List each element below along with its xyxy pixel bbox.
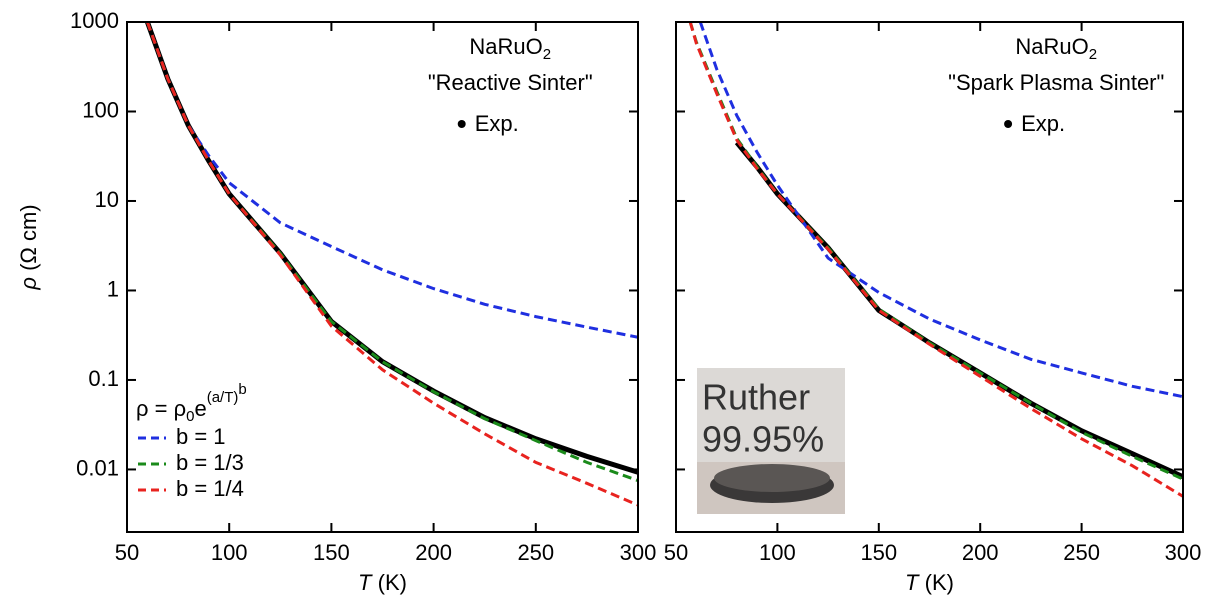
- fit-line: [145, 22, 638, 483]
- sample-method: "Reactive Sinter": [428, 70, 593, 95]
- plot-frame: [126, 21, 639, 533]
- y-tick-label: 1000: [70, 8, 119, 33]
- inset-text: 99.95%: [702, 419, 824, 460]
- y-axis-unit: (Ω cm): [16, 204, 41, 271]
- compound-subscript: 2: [543, 46, 551, 63]
- x-tick-label: 150: [313, 540, 350, 565]
- x-tick-label: 300: [1165, 540, 1202, 565]
- fit-line: [688, 22, 1183, 498]
- plot-frame: [675, 21, 1184, 533]
- legend-label: b = 1/3: [176, 450, 244, 475]
- x-tick-label: 100: [211, 540, 248, 565]
- x-tick-label: 150: [860, 540, 897, 565]
- legend-title: ρ = ρ0e(a/T)b: [136, 381, 247, 425]
- panel: 50 100 150 200 250 300 0.01 0.1 1 10 100 1000 NaRuO2…: [16, 8, 657, 595]
- sample-method: "Spark Plasma Sinter": [948, 70, 1164, 95]
- x-tick-label: 250: [1063, 540, 1100, 565]
- legend-label: Exp.: [475, 111, 519, 136]
- pellet-top: [714, 464, 830, 492]
- x-tick-label: 50: [115, 540, 139, 565]
- compound-subscript: 2: [1089, 46, 1097, 63]
- x-tick-label: 50: [664, 540, 688, 565]
- y-tick-label: 0.1: [88, 366, 119, 391]
- sample-name: NaRuO2: [1015, 34, 1097, 63]
- legend-marker: [457, 120, 466, 128]
- x-tick-label: 250: [517, 540, 554, 565]
- compound: NaRuO: [1015, 34, 1088, 59]
- x-tick-label: 300: [620, 540, 657, 565]
- x-axis-unit: (K): [378, 570, 407, 595]
- legend-title-sub: 0: [186, 408, 194, 425]
- fit-line: [688, 22, 1183, 481]
- legend-label: Exp.: [1021, 111, 1065, 136]
- x-tick-label: 100: [759, 540, 796, 565]
- legend-label: b = 1: [176, 424, 226, 449]
- y-tick-label: 0.01: [76, 455, 119, 480]
- legend-title-lhs: ρ = ρ: [136, 396, 186, 421]
- x-axis-label: T (K): [905, 570, 954, 595]
- x-axis-symbol: T: [358, 570, 373, 595]
- legend-marker: [1004, 120, 1013, 128]
- legend-title-sup2: b: [238, 381, 246, 398]
- y-tick-label: 10: [95, 187, 119, 212]
- fit-line: [145, 22, 638, 339]
- x-axis-symbol: T: [905, 570, 920, 595]
- x-tick-label: 200: [415, 540, 452, 565]
- y-axis-label: ρ (Ω cm): [16, 204, 41, 290]
- fit-line: [145, 22, 638, 507]
- y-axis-symbol: ρ: [16, 277, 41, 291]
- y-tick-label: 100: [82, 97, 119, 122]
- legend-title-base: e: [194, 396, 206, 421]
- x-axis-unit: (K): [925, 570, 954, 595]
- x-axis-label: T (K): [358, 570, 407, 595]
- sample-name: NaRuO2: [469, 34, 551, 63]
- compound: NaRuO: [469, 34, 542, 59]
- fit-line: [698, 22, 1183, 399]
- legend-label: b = 1/4: [176, 476, 244, 501]
- x-tick-label: 200: [962, 540, 999, 565]
- inset-text: Ruther: [702, 377, 810, 418]
- legend-title-sup: (a/T): [207, 389, 239, 406]
- y-tick-label: 1: [107, 276, 119, 301]
